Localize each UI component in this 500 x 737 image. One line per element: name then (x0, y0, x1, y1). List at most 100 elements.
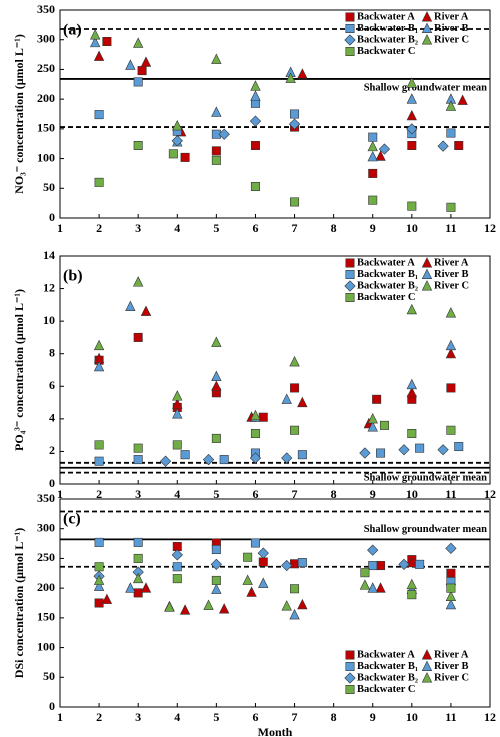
x-tick-label: 2 (96, 487, 102, 501)
marker-square (407, 140, 417, 150)
marker-triangle (421, 268, 433, 280)
x-tick-label: 5 (213, 221, 219, 235)
marker-square (133, 455, 143, 465)
marker-square (368, 168, 378, 178)
marker-square (133, 332, 143, 342)
x-tick-label: 3 (135, 710, 141, 724)
marker-diamond (437, 140, 449, 152)
marker-triangle (242, 574, 253, 585)
marker-triangle (93, 360, 105, 372)
marker-square (376, 448, 386, 458)
y-tick-label: 150 (37, 121, 55, 135)
marker-triangle (375, 582, 386, 593)
marker-triangle (93, 574, 105, 585)
marker-triangle (457, 94, 468, 105)
marker-triangle (367, 150, 378, 162)
marker-triangle (140, 56, 152, 67)
marker-square (133, 443, 143, 453)
marker-diamond (218, 128, 230, 140)
marker-triangle (250, 80, 261, 91)
x-tick-label: 6 (252, 710, 258, 724)
marker-diamond (445, 542, 457, 554)
legend-label: Backwater C (357, 46, 415, 57)
marker-square (219, 455, 229, 465)
marker-square (446, 202, 456, 212)
x-tick-label: 4 (174, 710, 180, 724)
marker-square (290, 425, 300, 435)
y-tick-label: 200 (37, 91, 55, 105)
plot-frame (59, 255, 491, 485)
legend-label: River A (434, 11, 469, 22)
y-tick-label: 50 (43, 180, 55, 194)
marker-triangle (297, 598, 308, 610)
marker-square (454, 442, 464, 452)
marker-square (172, 440, 182, 450)
marker-triangle (445, 100, 457, 111)
marker-square (345, 269, 355, 279)
marker-square (180, 450, 190, 460)
x-tick-label: 12 (484, 221, 496, 235)
x-tick-label: 1 (57, 487, 63, 501)
marker-triangle (101, 593, 113, 604)
legend-label: River B (434, 269, 469, 280)
legend-label: Backwater A (357, 257, 415, 268)
y-tick-label: 100 (37, 639, 55, 653)
x-tick-label: 7 (292, 710, 298, 724)
marker-square (345, 258, 355, 268)
marker-square (345, 12, 355, 22)
y-axis-label: DSi concentration (μmol L⁻¹) (12, 528, 26, 678)
marker-triangle (250, 90, 261, 101)
marker-triangle (125, 582, 136, 593)
marker-triangle (367, 140, 378, 152)
marker-square (345, 23, 355, 33)
marker-square (345, 650, 355, 660)
annotation: Shallow groundwater mean (364, 472, 487, 483)
y-axis-label: PO₄³⁻ concentration (μmol L⁻¹) (12, 289, 26, 451)
marker-triangle (297, 396, 308, 408)
marker-diamond (202, 453, 215, 466)
marker-square (102, 36, 112, 46)
marker-square (368, 561, 378, 571)
x-tick-label: 9 (370, 221, 376, 235)
y-tick-label: 200 (37, 580, 55, 594)
marker-triangle (367, 412, 378, 424)
marker-square (211, 155, 221, 165)
marker-triangle (172, 390, 183, 401)
marker-triangle (421, 22, 433, 34)
marker-triangle (375, 150, 386, 161)
x-tick-label: 3 (135, 221, 141, 235)
panel-label: (c) (63, 511, 81, 528)
marker-square (290, 383, 300, 393)
y-tick-label: 350 (37, 2, 55, 16)
y-tick-label: 14 (43, 248, 55, 262)
marker-square (250, 538, 260, 548)
marker-triangle (445, 339, 457, 351)
marker-square (345, 661, 355, 671)
marker-square (407, 590, 417, 600)
marker-triangle (406, 303, 418, 315)
marker-triangle (211, 336, 222, 347)
marker-diamond (249, 452, 262, 464)
marker-square (211, 575, 221, 585)
marker-triangle (211, 370, 222, 382)
legend-label: Backwater B₂ (357, 672, 418, 683)
marker-triangle (203, 599, 214, 610)
legend-label: Backwater B₁ (357, 269, 418, 280)
marker-diamond (159, 455, 172, 467)
panel-label: (a) (63, 22, 82, 39)
marker-square (415, 559, 425, 569)
marker-square (454, 140, 464, 150)
marker-triangle (445, 307, 457, 318)
marker-square (376, 561, 386, 571)
x-tick-label: 4 (174, 487, 180, 501)
marker-square (94, 110, 104, 120)
marker-diamond (344, 280, 356, 292)
marker-square (407, 429, 417, 439)
y-tick-label: 150 (37, 610, 55, 624)
marker-square (345, 46, 355, 56)
marker-diamond (398, 444, 410, 456)
marker-triangle (179, 604, 191, 615)
legend-label: River A (434, 257, 469, 268)
x-tick-label: 1 (57, 710, 63, 724)
